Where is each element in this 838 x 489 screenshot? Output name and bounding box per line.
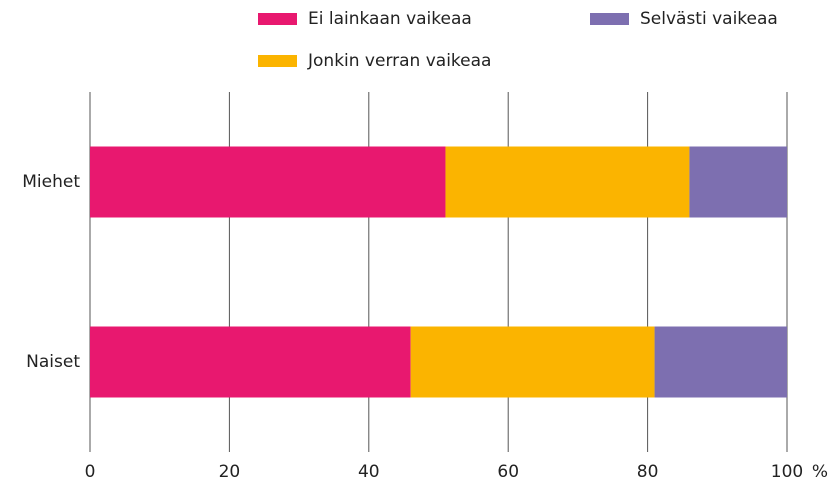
bar-segment bbox=[410, 326, 655, 398]
bar-segment bbox=[90, 326, 411, 398]
bar-segment bbox=[445, 146, 690, 218]
x-tick-label: 20 bbox=[219, 462, 241, 482]
x-tick-label: 60 bbox=[497, 462, 519, 482]
x-tick-label: 0 bbox=[85, 462, 96, 482]
bar-segment bbox=[90, 146, 446, 218]
legend-label: Ei lainkaan vaikeaa bbox=[308, 9, 472, 29]
bar-segment bbox=[654, 326, 787, 398]
y-tick-label: Naiset bbox=[26, 352, 80, 372]
x-tick-label: 80 bbox=[637, 462, 659, 482]
legend-swatch bbox=[258, 55, 297, 67]
y-tick-label: Miehet bbox=[22, 172, 80, 192]
legend-label: Selvästi vaikeaa bbox=[640, 9, 778, 29]
bar-segment bbox=[689, 146, 787, 218]
legend-label: Jonkin verran vaikeaa bbox=[307, 51, 491, 71]
legend-swatch bbox=[590, 13, 629, 25]
x-axis-unit: % bbox=[812, 462, 828, 482]
legend-swatch bbox=[258, 13, 297, 25]
x-tick-label: 40 bbox=[358, 462, 380, 482]
x-tick-label: 100 bbox=[771, 462, 803, 482]
